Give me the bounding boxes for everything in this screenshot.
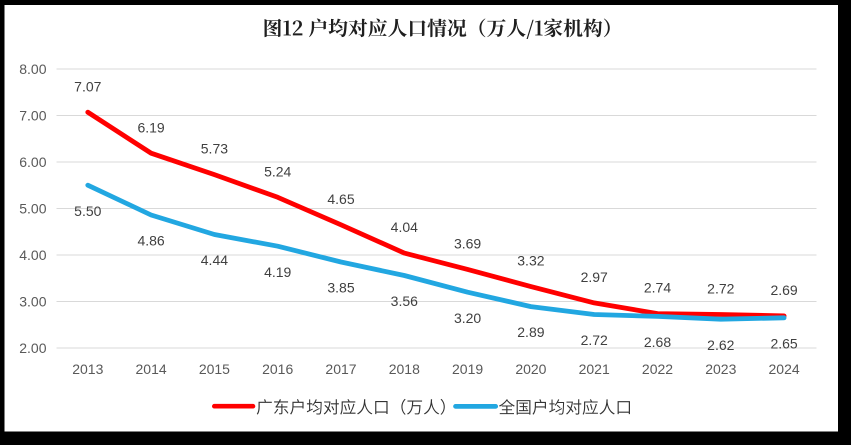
svg-text:2021: 2021 xyxy=(579,361,610,377)
svg-text:5.00: 5.00 xyxy=(19,201,46,217)
svg-text:5.50: 5.50 xyxy=(74,203,101,219)
svg-text:3.56: 3.56 xyxy=(391,293,418,309)
svg-text:2015: 2015 xyxy=(199,361,230,377)
svg-text:2017: 2017 xyxy=(325,361,356,377)
svg-text:4.04: 4.04 xyxy=(391,219,418,235)
svg-text:2016: 2016 xyxy=(262,361,293,377)
svg-text:2013: 2013 xyxy=(72,361,103,377)
svg-text:4.44: 4.44 xyxy=(201,252,228,268)
svg-text:3.20: 3.20 xyxy=(454,310,481,326)
svg-text:7.07: 7.07 xyxy=(74,78,101,94)
svg-text:2024: 2024 xyxy=(769,361,800,377)
svg-text:2.72: 2.72 xyxy=(581,332,608,348)
svg-text:2018: 2018 xyxy=(389,361,420,377)
svg-text:5.73: 5.73 xyxy=(201,141,228,157)
svg-text:2.69: 2.69 xyxy=(770,282,797,298)
svg-text:2022: 2022 xyxy=(642,361,673,377)
svg-text:5.24: 5.24 xyxy=(264,163,291,179)
svg-text:4.00: 4.00 xyxy=(19,247,46,263)
svg-text:2.65: 2.65 xyxy=(770,335,797,351)
svg-text:7.00: 7.00 xyxy=(19,108,46,124)
svg-text:2019: 2019 xyxy=(452,361,483,377)
svg-text:3.00: 3.00 xyxy=(19,294,46,310)
svg-text:6.19: 6.19 xyxy=(137,119,164,135)
svg-text:4.65: 4.65 xyxy=(327,191,354,207)
svg-text:3.32: 3.32 xyxy=(517,253,544,269)
svg-text:6.00: 6.00 xyxy=(19,154,46,170)
svg-text:2.97: 2.97 xyxy=(581,269,608,285)
svg-text:3.69: 3.69 xyxy=(454,236,481,252)
svg-text:2.68: 2.68 xyxy=(644,334,671,350)
svg-text:2.72: 2.72 xyxy=(707,281,734,297)
svg-text:2.74: 2.74 xyxy=(644,280,671,296)
svg-text:2020: 2020 xyxy=(515,361,546,377)
svg-text:2.00: 2.00 xyxy=(19,340,46,356)
svg-text:3.85: 3.85 xyxy=(327,280,354,296)
svg-text:4.19: 4.19 xyxy=(264,264,291,280)
svg-text:2.89: 2.89 xyxy=(517,324,544,340)
svg-text:2023: 2023 xyxy=(705,361,736,377)
svg-text:8.00: 8.00 xyxy=(19,61,46,77)
svg-text:4.86: 4.86 xyxy=(137,233,164,249)
svg-text:2.62: 2.62 xyxy=(707,337,734,353)
svg-text:2014: 2014 xyxy=(136,361,167,377)
